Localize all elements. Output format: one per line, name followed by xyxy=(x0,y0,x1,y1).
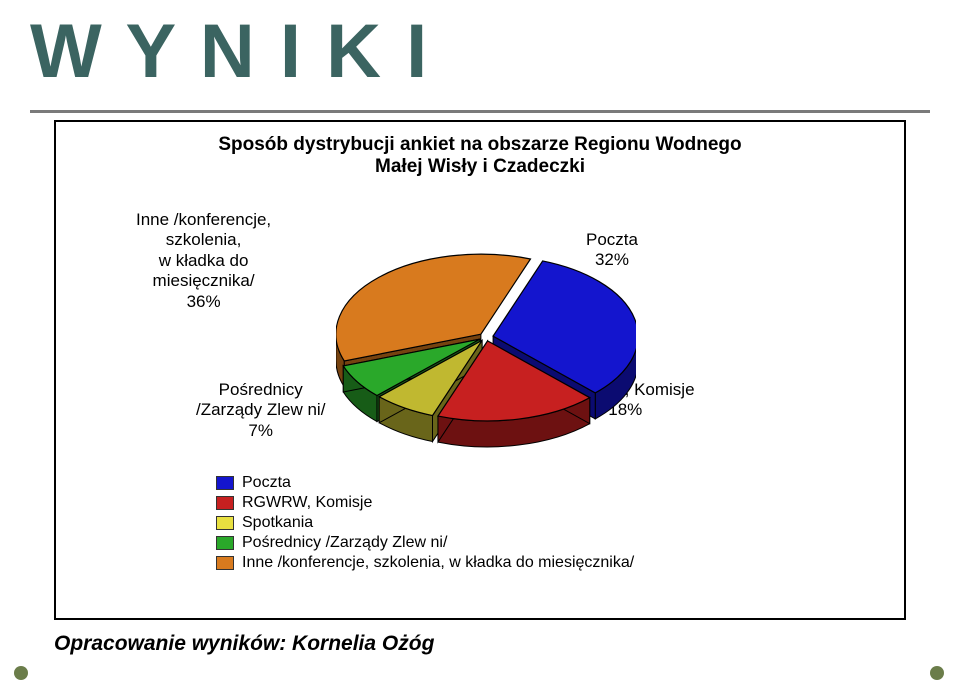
label-inne-l3: w kładka do xyxy=(136,251,271,271)
legend-swatch xyxy=(216,516,234,530)
label-inne: Inne /konferencje, szkolenia, w kładka d… xyxy=(136,210,271,312)
pie-chart xyxy=(336,242,636,442)
decor-bullet-left xyxy=(14,666,28,680)
label-inne-l2: szkolenia, xyxy=(136,230,271,250)
chart-title: Sposób dystrybucji ankiet na obszarze Re… xyxy=(56,134,904,178)
chart-title-line1: Sposób dystrybucji ankiet na obszarze Re… xyxy=(218,134,741,155)
page-title: W Y N I K I xyxy=(30,8,429,95)
label-posr: Pośrednicy /Zarządy Zlew ni/ 7% xyxy=(196,380,325,441)
legend-item: RGWRW, Komisje xyxy=(216,494,634,512)
legend-item: Pośrednicy /Zarządy Zlew ni/ xyxy=(216,534,634,552)
legend-swatch xyxy=(216,556,234,570)
label-inne-l4: miesięcznika/ xyxy=(136,271,271,291)
legend-label: Spotkania xyxy=(242,514,313,532)
chart-title-line2: Małej Wisły i Czadeczki xyxy=(375,156,585,177)
legend-label: RGWRW, Komisje xyxy=(242,494,372,512)
legend: Poczta RGWRW, Komisje Spotkania Pośrednicy … xyxy=(216,472,634,574)
label-inne-l5: 36% xyxy=(136,292,271,312)
chart-container: Sposób dystrybucji ankiet na obszarze Re… xyxy=(54,120,906,620)
legend-label: Poczta xyxy=(242,474,291,492)
label-posr-l3: 7% xyxy=(196,421,325,441)
footer-credit: Opracowanie wyników: Kornelia Ożóg xyxy=(54,632,434,656)
title-underline xyxy=(30,110,930,113)
legend-swatch xyxy=(216,476,234,490)
legend-label: Pośrednicy /Zarządy Zlew ni/ xyxy=(242,534,447,552)
legend-label: Inne /konferencje, szkolenia, w kładka d… xyxy=(242,554,634,572)
legend-swatch xyxy=(216,496,234,510)
label-inne-l1: Inne /konferencje, xyxy=(136,210,271,230)
decor-bullet-right xyxy=(930,666,944,680)
legend-item: Poczta xyxy=(216,474,634,492)
legend-item: Spotkania xyxy=(216,514,634,532)
legend-swatch xyxy=(216,536,234,550)
legend-item: Inne /konferencje, szkolenia, w kładka d… xyxy=(216,554,634,572)
label-posr-l1: Pośrednicy xyxy=(196,380,325,400)
label-posr-l2: /Zarządy Zlew ni/ xyxy=(196,400,325,420)
